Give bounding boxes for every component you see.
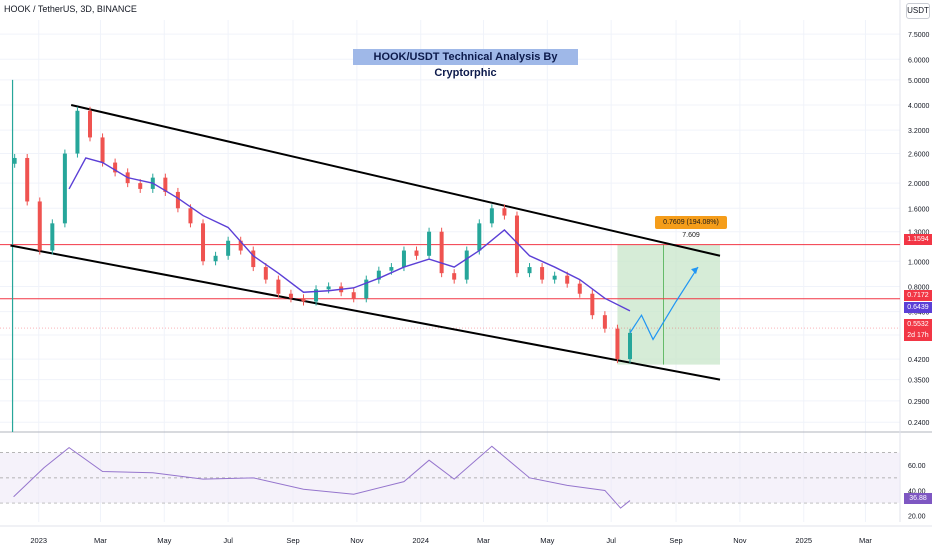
price-axis-tick: 5.0000	[908, 78, 930, 85]
candle-body	[226, 240, 231, 256]
candle-body	[314, 289, 319, 302]
time-axis-tick: Jul	[223, 536, 233, 545]
price-axis-tick: 0.2900	[908, 399, 930, 406]
candle-body	[50, 223, 55, 251]
candle-body	[188, 208, 193, 224]
candle-body	[288, 293, 293, 299]
candle-body	[163, 177, 168, 192]
candle-body	[12, 157, 17, 164]
time-axis-tick: 2023	[30, 536, 47, 545]
candle-body	[326, 286, 331, 290]
candle-body	[276, 279, 281, 294]
candle-body	[514, 215, 519, 274]
rsi-line	[13, 445, 631, 509]
rsi-axis-tick: 60.00	[908, 463, 926, 470]
time-axis-tick: May	[157, 536, 171, 545]
candle-body	[628, 332, 632, 360]
candle-body	[263, 267, 268, 280]
candle-body	[414, 250, 419, 256]
candle-body	[201, 223, 206, 262]
time-axis-tick: Jul	[606, 536, 616, 545]
price-axis-tick: 4.0000	[908, 103, 930, 110]
time-axis-tick: Nov	[350, 536, 364, 545]
candle-body	[351, 292, 356, 299]
candle-body	[401, 250, 406, 268]
rsi-axis-tick: 40.00	[908, 488, 926, 495]
symbol-header: HOOK / TetherUS, 3D, BINANCE	[4, 4, 137, 14]
candle-body	[602, 315, 607, 329]
candle-body	[213, 255, 218, 262]
projection-label: 0.7609 (194.08%) 7.609	[655, 216, 727, 239]
price-axis-tick: 7.5000	[908, 32, 930, 39]
time-axis-tick: 2025	[795, 536, 812, 545]
candle-body	[25, 157, 30, 202]
price-axis-tick: 0.3500	[908, 378, 930, 385]
candle-body	[376, 270, 381, 280]
current-price-tag: 0.5532	[904, 319, 932, 330]
candle-body	[100, 137, 105, 163]
candle-body	[301, 298, 306, 302]
candle-body	[251, 250, 256, 268]
time-axis-tick: Mar	[94, 536, 107, 545]
projection-path	[629, 266, 699, 341]
moving-average-line	[68, 157, 631, 312]
price-axis-tick: 1.0000	[908, 259, 930, 266]
candle-body	[37, 201, 42, 251]
price-axis-tick: 0.2400	[908, 420, 930, 427]
channel-lower-line	[10, 244, 721, 381]
price-axis-tick: 1.6000	[908, 206, 930, 213]
target-zone	[617, 244, 720, 365]
candle-body	[113, 162, 118, 173]
price-axis-tick: 6.0000	[908, 57, 930, 64]
ma-price-tag: 0.6439	[904, 302, 932, 313]
price-axis-tick: 2.0000	[908, 181, 930, 188]
candle-body	[452, 273, 457, 280]
countdown-tag: 2d 17h	[904, 330, 932, 341]
time-axis-tick: Sep	[669, 536, 682, 545]
channel-upper-line	[70, 104, 721, 257]
candle-body	[502, 208, 507, 216]
resistance-price-tag-2: 0.7172	[904, 290, 932, 301]
candle-body	[175, 191, 180, 209]
candle-body	[615, 328, 620, 360]
candle-body	[527, 267, 532, 274]
price-axis-tick: 3.2000	[908, 128, 930, 135]
time-axis-tick: 2024	[412, 536, 429, 545]
candle-body	[238, 240, 243, 251]
candle-body	[552, 275, 557, 280]
candle-body	[75, 110, 80, 154]
time-axis-tick: Nov	[733, 536, 747, 545]
time-axis-tick: Sep	[286, 536, 299, 545]
candle-body	[88, 110, 92, 138]
candle-body	[489, 208, 494, 224]
time-axis-tick: Mar	[477, 536, 490, 545]
candle-body	[577, 283, 582, 294]
price-axis-tick: 1.3000	[908, 230, 930, 237]
candle-body	[540, 267, 545, 280]
time-axis-tick: May	[540, 536, 554, 545]
candle-body	[464, 250, 469, 280]
candle-body	[439, 231, 444, 274]
resistance-price-tag-1: 1.1594	[904, 234, 932, 245]
candle-body	[565, 275, 570, 284]
projection-arrowhead	[691, 267, 699, 275]
candle-body	[389, 267, 394, 271]
chart-title: HOOK/USDT Technical Analysis By Cryptorp…	[353, 49, 578, 79]
rsi-axis-tick: 20.00	[908, 514, 926, 521]
price-axis-tick: 0.4200	[908, 357, 930, 364]
rsi-value-tag: 36.88	[904, 493, 932, 504]
time-axis-tick: Mar	[859, 536, 872, 545]
candle-body	[427, 231, 432, 256]
price-axis-tick: 0.8000	[908, 284, 930, 291]
price-axis-tick: 0.6400	[908, 310, 930, 317]
price-axis-tick: 2.6000	[908, 152, 930, 159]
candle-body	[138, 183, 143, 189]
candle-body	[590, 293, 595, 316]
candle-body	[62, 153, 67, 224]
candle-body	[477, 223, 482, 251]
candle-body	[364, 279, 369, 299]
currency-button[interactable]: USDT	[906, 3, 930, 19]
